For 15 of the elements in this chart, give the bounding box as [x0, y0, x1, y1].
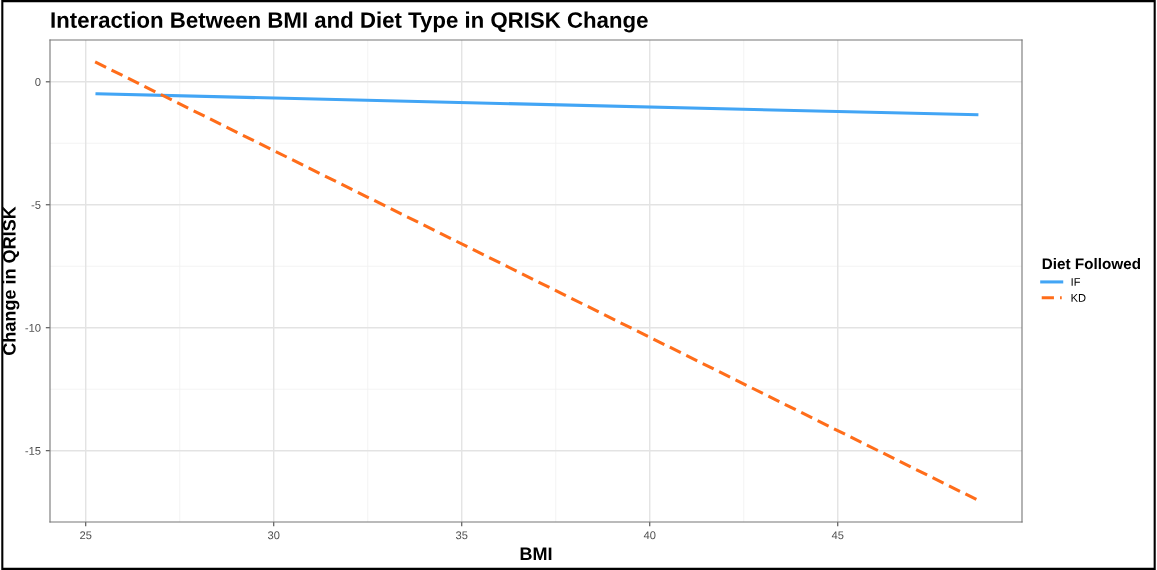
y-tick-label: -5	[31, 201, 41, 209]
y-tick-label: 0	[35, 78, 41, 86]
legend-label: IF	[1071, 278, 1081, 286]
x-tick-label: 40	[643, 531, 656, 540]
y-tick-label: -10	[25, 323, 41, 332]
y-axis-title: Change in QRISK	[2, 206, 20, 355]
x-tick-label: 35	[455, 531, 468, 540]
x-tick-label: 25	[80, 531, 92, 540]
x-tick-label: 30	[267, 531, 280, 540]
chart-title: Interaction Between BMI and Diet Type in QRISK Change	[51, 11, 648, 33]
legend-label: KD	[1071, 294, 1086, 302]
x-axis-title: BMI	[520, 547, 552, 561]
y-tick-label: -15	[25, 447, 41, 455]
x-tick-label: 45	[831, 531, 844, 540]
legend-title: Diet Followed	[1042, 257, 1141, 270]
